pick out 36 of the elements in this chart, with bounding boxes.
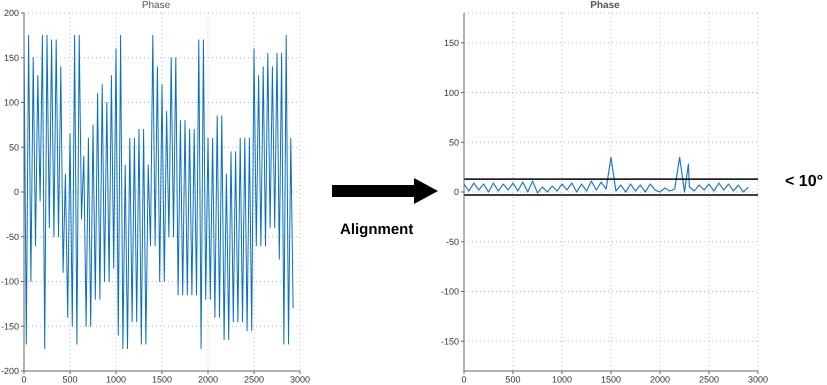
x-tick-label: 1500	[600, 374, 622, 384]
y-tick-label: -100	[0, 276, 19, 287]
line-series	[24, 34, 294, 350]
x-tick-label: 0	[461, 374, 467, 384]
y-tick-label: -100	[440, 286, 459, 297]
line-series	[464, 156, 749, 194]
y-tick-label: -150	[440, 336, 459, 346]
x-tick-label: 2500	[244, 374, 264, 384]
chart-title: Phase	[142, 0, 170, 11]
y-tick-label: -200	[0, 366, 19, 376]
y-tick-label: 200	[4, 8, 19, 18]
y-tick-label: 150	[4, 52, 19, 63]
x-tick-label: 1000	[552, 374, 572, 384]
y-tick-label: -50	[446, 236, 459, 247]
y-tick-label: 100	[444, 88, 459, 98]
chart-title: Phase	[589, 0, 621, 11]
text: Alignment	[340, 221, 414, 238]
x-tick-label: 3000	[748, 374, 768, 384]
y-tick-label: 150	[444, 38, 459, 48]
x-tick-label: 1500	[152, 374, 172, 384]
y-tick-label: -50	[6, 232, 19, 242]
x-tick-label: 2500	[698, 374, 720, 384]
x-tick-label: 1000	[106, 374, 126, 384]
x-tick-label: 0	[21, 374, 27, 384]
y-tick-label: 0	[454, 187, 459, 198]
y-tick-label: 0	[14, 187, 19, 198]
x-tick-label: 3000	[290, 374, 310, 384]
y-tick-label: 50	[448, 137, 459, 148]
x-tick-label: 2000	[198, 374, 218, 384]
x-tick-label: 2000	[650, 374, 670, 384]
x-tick-label: 500	[62, 374, 78, 384]
x-tick-label: 500	[505, 374, 521, 384]
text: < 10°	[785, 173, 823, 191]
y-tick-label: 100	[4, 98, 19, 108]
y-tick-label: 50	[8, 142, 19, 152]
y-tick-label: -150	[0, 321, 19, 332]
